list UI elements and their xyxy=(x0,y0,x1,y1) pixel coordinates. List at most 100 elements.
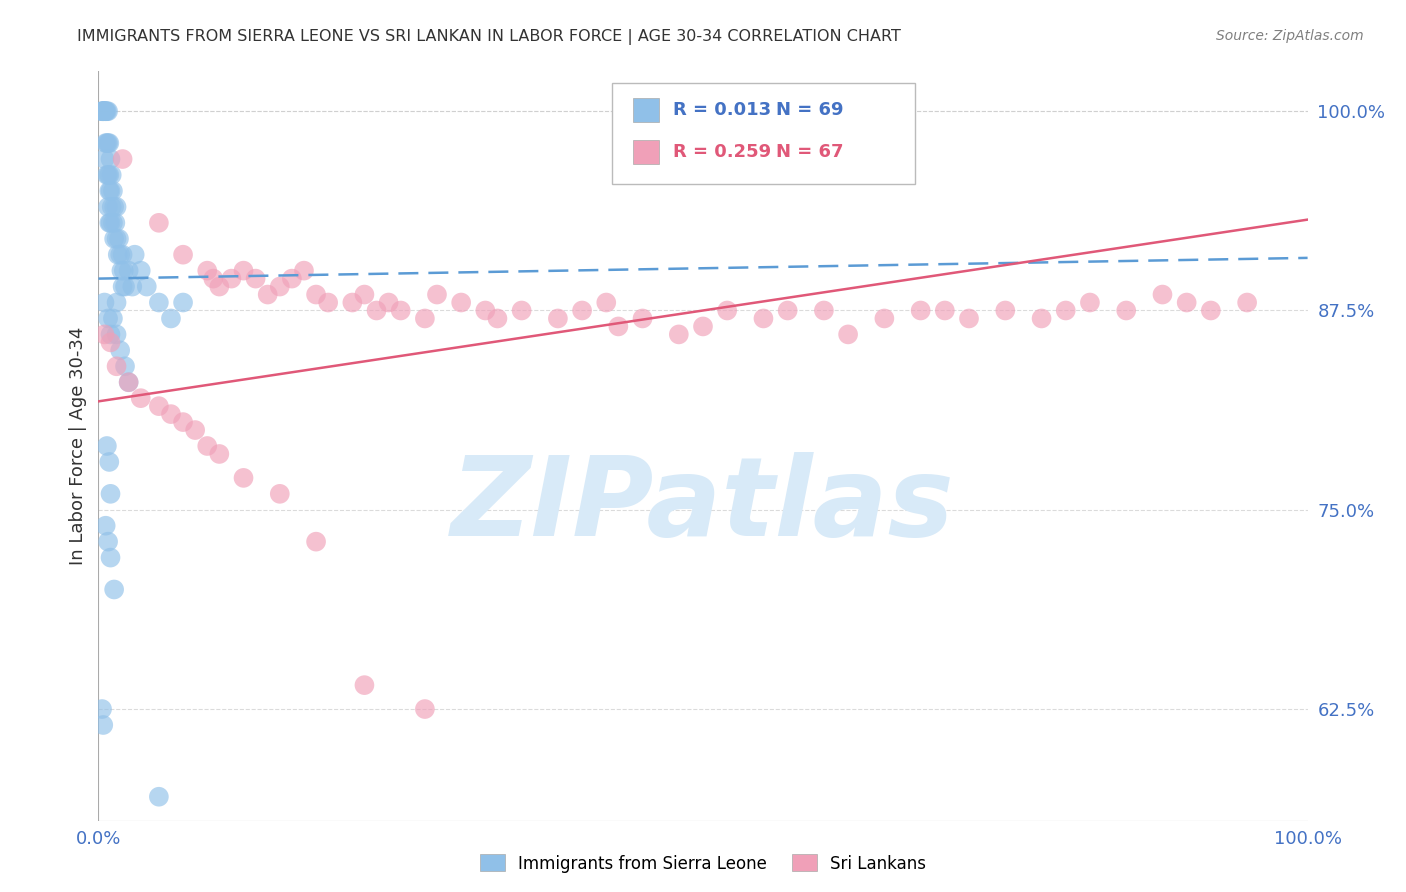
Point xyxy=(93,104,115,119)
Point xyxy=(97,168,120,182)
Point xyxy=(353,287,375,301)
Point xyxy=(105,295,128,310)
Point xyxy=(269,487,291,501)
Point xyxy=(486,311,509,326)
Point xyxy=(813,303,835,318)
Point xyxy=(91,104,114,119)
Point xyxy=(97,534,120,549)
Point xyxy=(148,789,170,804)
Point xyxy=(1236,295,1258,310)
Point xyxy=(1054,303,1077,318)
Point xyxy=(366,303,388,318)
Point xyxy=(101,216,124,230)
Point xyxy=(450,295,472,310)
Point xyxy=(776,303,799,318)
Point xyxy=(101,184,124,198)
Point xyxy=(100,200,122,214)
Point xyxy=(547,311,569,326)
Point xyxy=(100,152,122,166)
Point xyxy=(107,248,129,262)
FancyBboxPatch shape xyxy=(633,140,659,164)
FancyBboxPatch shape xyxy=(633,98,659,122)
Point xyxy=(934,303,956,318)
Point xyxy=(93,327,115,342)
Point xyxy=(94,104,117,119)
Legend: Immigrants from Sierra Leone, Sri Lankans: Immigrants from Sierra Leone, Sri Lankan… xyxy=(472,847,934,880)
Point xyxy=(148,295,170,310)
Point xyxy=(148,399,170,413)
Point xyxy=(256,287,278,301)
Point xyxy=(100,184,122,198)
Point xyxy=(232,471,254,485)
Text: N = 69: N = 69 xyxy=(776,101,844,119)
Point xyxy=(105,232,128,246)
Point xyxy=(118,376,141,390)
Point xyxy=(91,702,114,716)
Point xyxy=(114,359,136,374)
Point xyxy=(389,303,412,318)
Point xyxy=(245,271,267,285)
Text: N = 67: N = 67 xyxy=(776,143,844,161)
Point xyxy=(160,407,183,421)
Point xyxy=(1078,295,1101,310)
Point xyxy=(91,104,114,119)
Text: R = 0.259: R = 0.259 xyxy=(672,143,770,161)
Point xyxy=(96,168,118,182)
Point xyxy=(97,136,120,150)
Point xyxy=(110,263,132,277)
Point xyxy=(413,311,436,326)
Point xyxy=(98,216,121,230)
Point xyxy=(108,232,131,246)
Point xyxy=(91,104,114,119)
Point xyxy=(105,200,128,214)
Point xyxy=(101,311,124,326)
Point xyxy=(129,263,152,277)
Point xyxy=(96,104,118,119)
Point xyxy=(100,550,122,565)
Point xyxy=(873,311,896,326)
Point xyxy=(100,216,122,230)
Point xyxy=(91,104,114,119)
Point xyxy=(377,295,399,310)
Point xyxy=(114,279,136,293)
Y-axis label: In Labor Force | Age 30-34: In Labor Force | Age 30-34 xyxy=(69,326,87,566)
Point xyxy=(172,248,194,262)
Point xyxy=(105,327,128,342)
Point xyxy=(103,200,125,214)
Point xyxy=(97,104,120,119)
Point xyxy=(510,303,533,318)
Point xyxy=(172,415,194,429)
Text: Source: ZipAtlas.com: Source: ZipAtlas.com xyxy=(1216,29,1364,43)
Point xyxy=(98,136,121,150)
Point xyxy=(631,311,654,326)
Point xyxy=(118,263,141,277)
Point xyxy=(91,104,114,119)
Point xyxy=(105,359,128,374)
Point xyxy=(195,263,218,277)
Point xyxy=(96,439,118,453)
Point xyxy=(305,287,328,301)
Point xyxy=(292,263,315,277)
Point xyxy=(118,376,141,390)
Point xyxy=(837,327,859,342)
Point xyxy=(474,303,496,318)
Point xyxy=(97,200,120,214)
Point xyxy=(104,216,127,230)
Text: ZIPatlas: ZIPatlas xyxy=(451,452,955,559)
Point xyxy=(692,319,714,334)
Point xyxy=(108,248,131,262)
Point xyxy=(108,343,131,358)
Point xyxy=(571,303,593,318)
Point xyxy=(96,136,118,150)
Point xyxy=(413,702,436,716)
Point xyxy=(269,279,291,293)
Point xyxy=(595,295,617,310)
Point xyxy=(281,271,304,285)
Point xyxy=(957,311,980,326)
Point xyxy=(426,287,449,301)
Point xyxy=(208,279,231,293)
Point xyxy=(184,423,207,437)
Point xyxy=(103,582,125,597)
Point xyxy=(111,152,134,166)
Point xyxy=(305,534,328,549)
